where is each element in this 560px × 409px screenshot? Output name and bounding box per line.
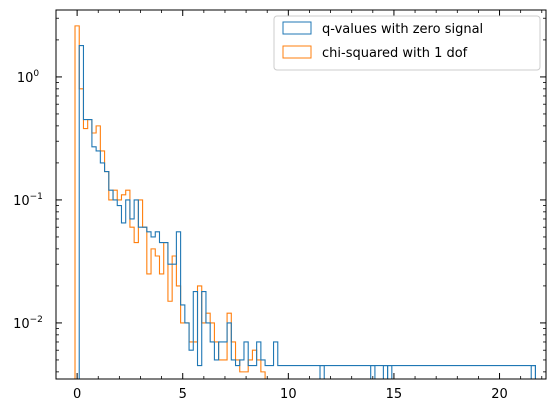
legend-swatch-q-values: [282, 21, 312, 35]
plot-frame: [55, 9, 547, 380]
ticks-layer: 0 5 10 15 20 10−2 10−1 100: [13, 10, 546, 402]
legend-swatch-chi-squared: [282, 45, 312, 59]
series-q-values-outlier-bin-0: [319, 365, 325, 379]
x-tick-label: 0: [73, 387, 81, 402]
legend-label-chi-squared: chi-squared with 1 dof: [322, 46, 468, 61]
x-tick-label: 20: [491, 387, 508, 402]
x-tick-label: 5: [179, 387, 187, 402]
series-q-values-step-line: [75, 44, 536, 380]
series-q-values-outlier-bin-1: [370, 365, 376, 379]
plot-background: [56, 10, 546, 379]
series-layer: [74, 25, 536, 380]
y-tick-label: 100: [17, 69, 40, 86]
x-tick-label: 10: [280, 387, 297, 402]
legend-label-q-values: q-values with zero signal: [322, 22, 483, 37]
series-q-values-outlier-bin-3: [387, 365, 393, 379]
x-tick-label: 15: [386, 387, 403, 402]
y-tick-label: 10−2: [13, 315, 43, 332]
y-tick-label: 10−1: [13, 192, 43, 209]
legend: q-values with zero signal chi-squared wi…: [273, 15, 541, 71]
series-q-values-outlier-bin-4: [530, 365, 536, 379]
legend-box: [273, 15, 541, 71]
